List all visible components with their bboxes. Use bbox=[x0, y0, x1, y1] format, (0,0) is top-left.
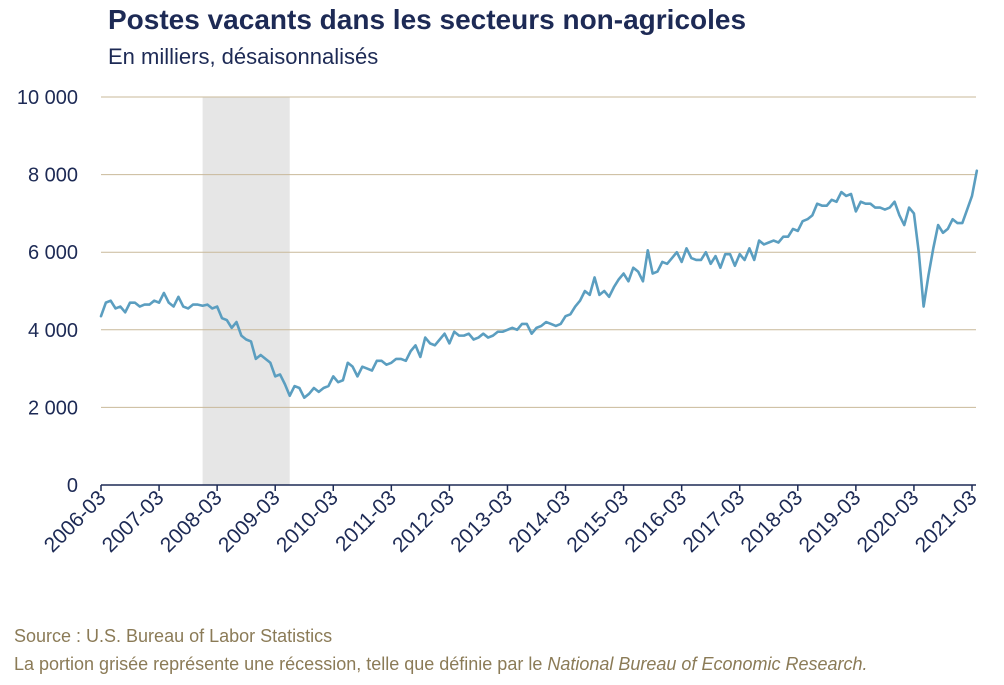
x-tick-label: 2007-03 bbox=[98, 486, 169, 557]
x-tick-label: 2016-03 bbox=[620, 486, 691, 557]
x-tick-label: 2021-03 bbox=[911, 486, 982, 557]
chart-subtitle: En milliers, désaisonnalisés bbox=[108, 44, 379, 69]
y-tick-label: 0 bbox=[67, 475, 78, 497]
x-tick-label: 2013-03 bbox=[446, 486, 517, 557]
x-tick-label: 2017-03 bbox=[679, 486, 750, 557]
x-tick-label: 2018-03 bbox=[737, 486, 808, 557]
recession-note-text: La portion grisée représente une récessi… bbox=[14, 654, 548, 674]
x-tick-label: 2011-03 bbox=[331, 486, 401, 556]
x-axis-labels: 2006-032007-032008-032009-032010-032011-… bbox=[40, 486, 982, 557]
y-tick-label: 10 000 bbox=[17, 87, 78, 109]
x-tick-label: 2008-03 bbox=[156, 486, 227, 557]
series-line bbox=[99, 169, 979, 400]
y-tick-label: 4 000 bbox=[28, 320, 78, 342]
x-tick-label: 2012-03 bbox=[388, 486, 459, 557]
nber-name: National Bureau of Economic Research. bbox=[547, 654, 868, 674]
series-layer bbox=[99, 169, 979, 400]
x-tick-label: 2019-03 bbox=[795, 486, 866, 557]
line-chart: 0 2 000 4 000 6 000 8 000 10 000 2006-032007-… bbox=[17, 87, 982, 557]
x-tick-label: 2020-03 bbox=[853, 486, 924, 557]
x-tick-label: 2015-03 bbox=[562, 486, 633, 557]
x-tick-label: 2014-03 bbox=[504, 486, 575, 557]
source-note: Source : U.S. Bureau of Labor Statistics bbox=[14, 626, 333, 646]
recession-shading bbox=[202, 97, 290, 485]
gridlines bbox=[101, 96, 976, 408]
recession-shading-layer bbox=[202, 97, 290, 485]
chart-title: Postes vacants dans les secteurs non-agr… bbox=[108, 4, 747, 35]
x-axis bbox=[100, 484, 976, 491]
y-tick-label: 2 000 bbox=[28, 397, 78, 419]
y-axis-labels: 0 2 000 4 000 6 000 8 000 10 000 bbox=[17, 87, 78, 497]
recession-note: La portion grisée représente une récessi… bbox=[14, 654, 868, 675]
y-tick-label: 8 000 bbox=[28, 165, 78, 187]
x-tick-label: 2009-03 bbox=[214, 486, 285, 557]
y-tick-label: 6 000 bbox=[28, 242, 78, 264]
x-tick-label: 2010-03 bbox=[272, 486, 343, 557]
